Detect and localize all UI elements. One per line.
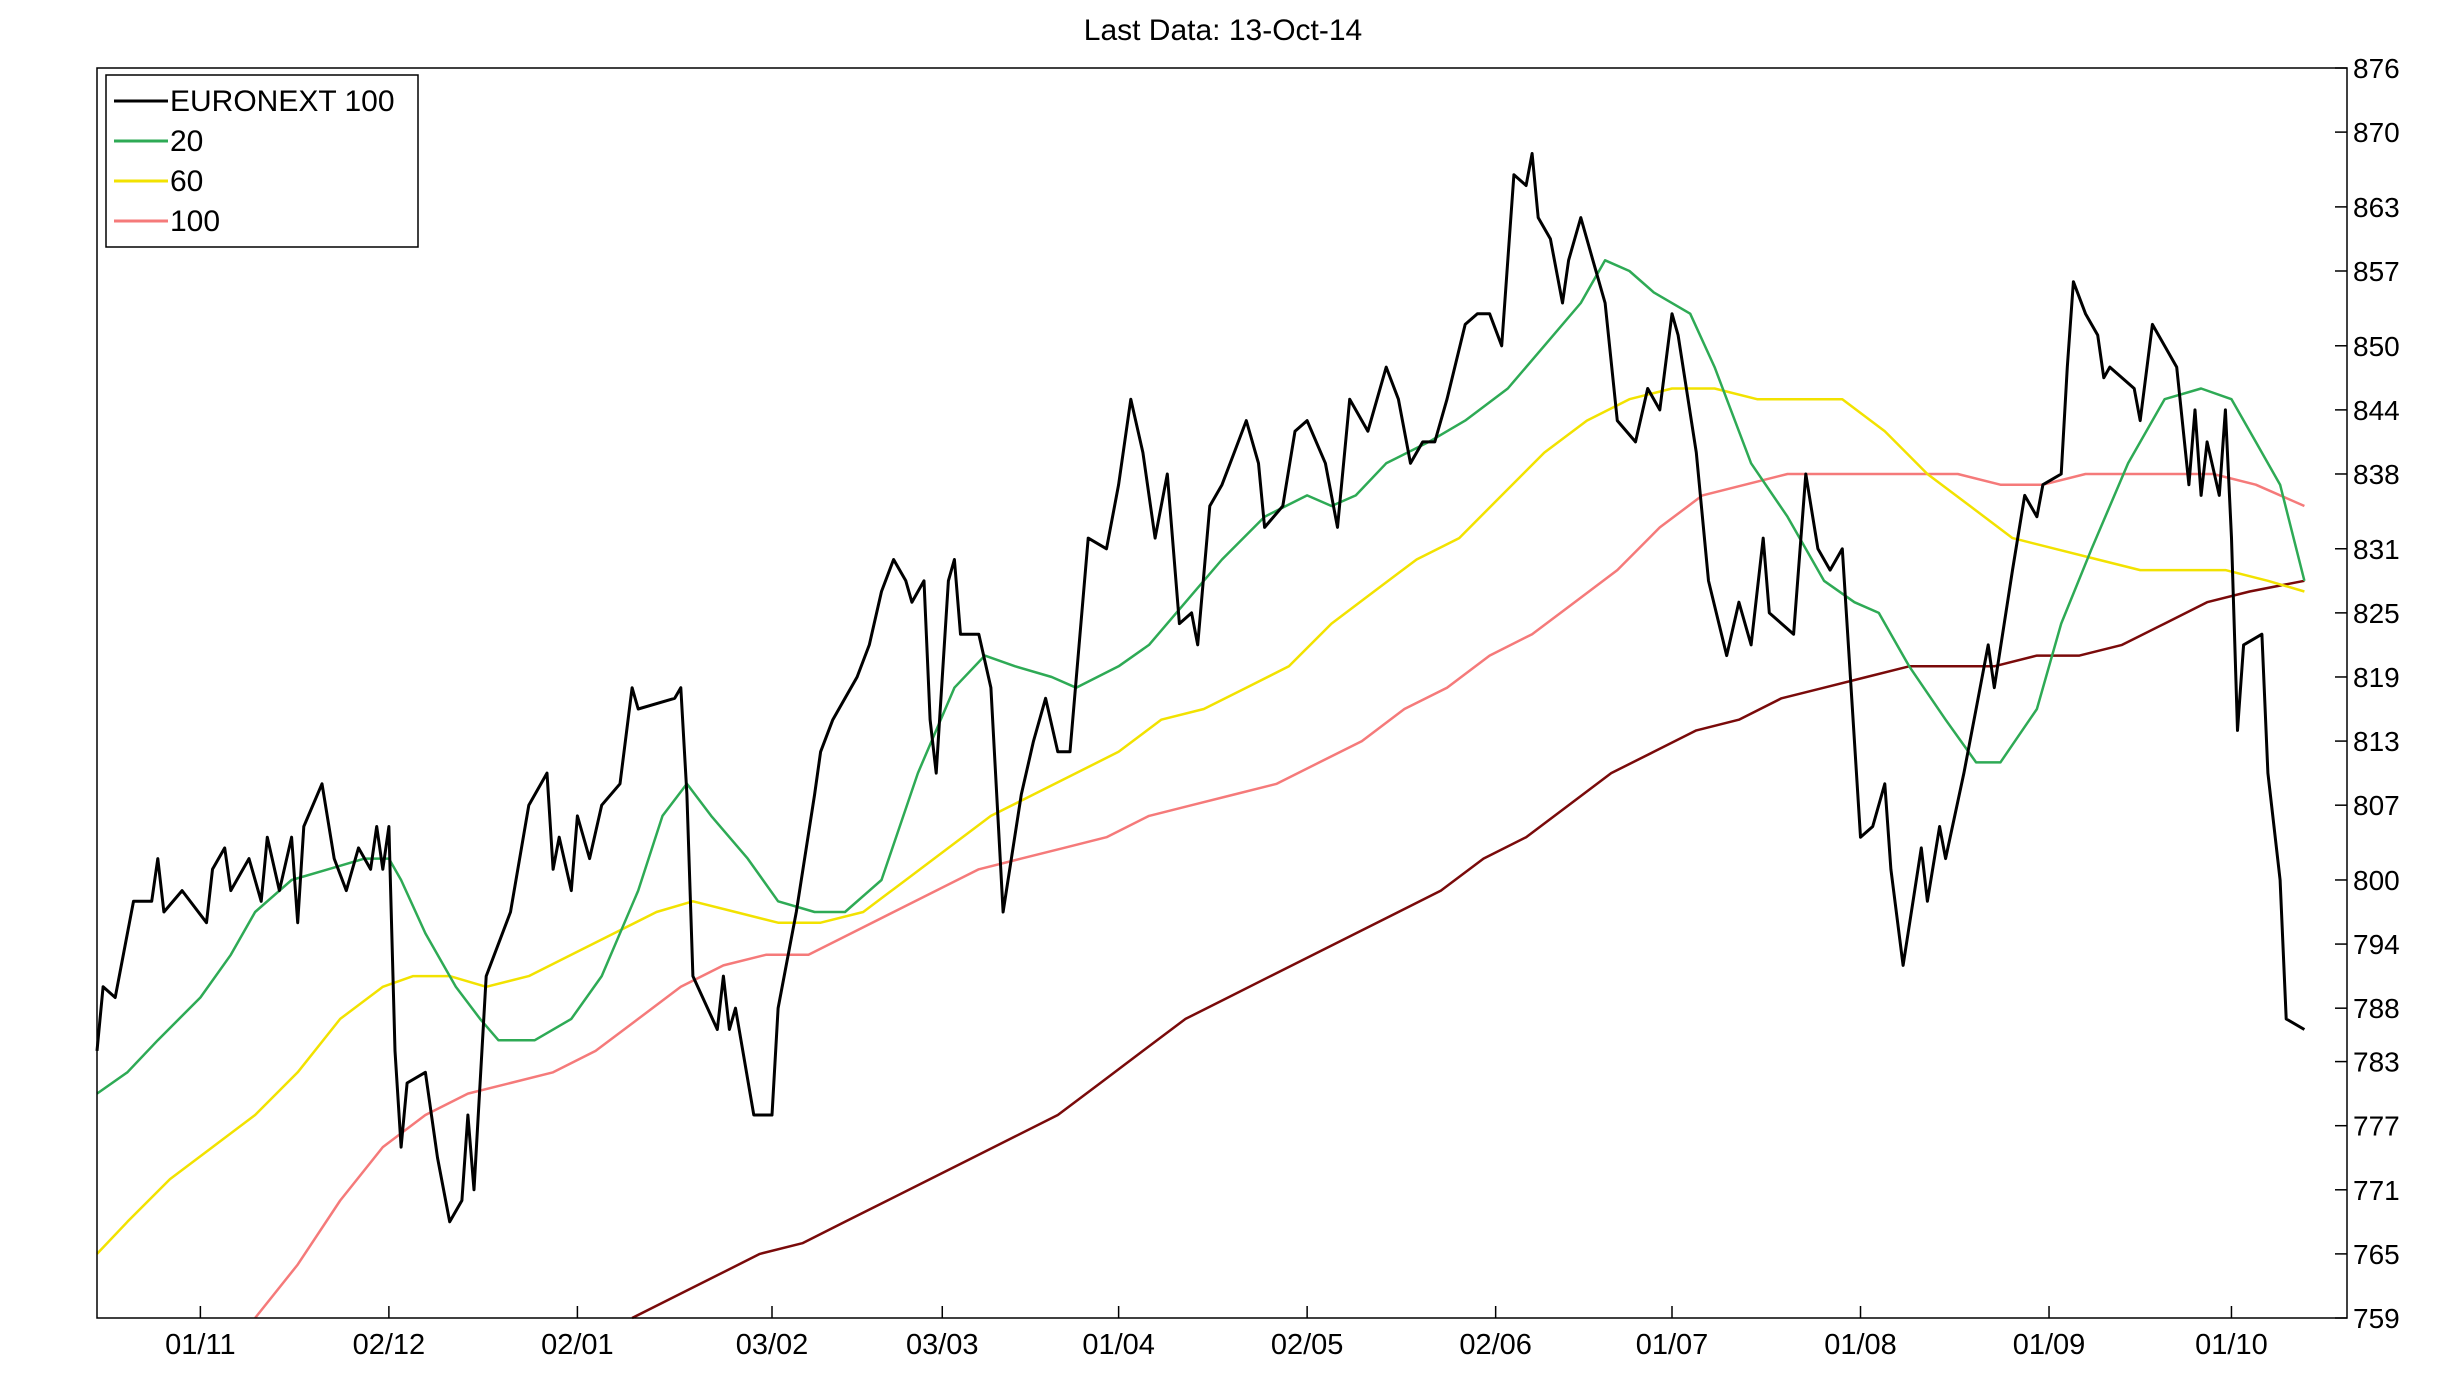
y-tick-label: 844	[2353, 395, 2400, 426]
x-tick-label: 01/11	[165, 1329, 235, 1361]
legend-item: 20	[114, 125, 203, 158]
legend-box	[105, 74, 419, 248]
y-tick-label: 765	[2353, 1239, 2400, 1270]
y-tick-label: 807	[2353, 790, 2400, 821]
y-tick-label: 876	[2353, 53, 2400, 84]
legend: EURONEXT 100 20 60 100	[105, 74, 419, 248]
legend-label: 60	[170, 165, 203, 198]
legend-item: 100	[114, 205, 220, 238]
x-tick-label: 01/08	[1824, 1329, 1897, 1361]
y-tick-label: 838	[2353, 459, 2400, 490]
series-line-long-average	[631, 579, 2305, 1320]
x-tick-label: 02/05	[1271, 1329, 1344, 1361]
y-axis: 759 765 771 777 783 788 794 800 807 813 819 825 831 8…	[2335, 53, 2400, 1334]
y-tick-label: 850	[2353, 331, 2400, 362]
y-tick-label: 759	[2353, 1303, 2400, 1334]
legend-item: EURONEXT 100	[114, 85, 395, 118]
x-axis: 01/11 02/12 02/01 03/02 03/03 01/04 02/05 02/06…	[165, 1306, 2268, 1361]
y-tick-label: 831	[2353, 534, 2400, 565]
x-tick-label: 02/12	[353, 1329, 426, 1361]
series-line-euronext-100	[95, 152, 2306, 1224]
legend-label: EURONEXT 100	[170, 85, 395, 118]
x-tick-label: 02/01	[541, 1329, 614, 1361]
y-tick-label: 870	[2353, 117, 2400, 148]
legend-label: 20	[170, 125, 203, 158]
y-tick-label: 783	[2353, 1047, 2400, 1078]
chart-title: Last Data: 13-Oct-14	[1084, 14, 1362, 47]
y-tick-label: 819	[2353, 662, 2400, 693]
x-tick-label: 02/06	[1459, 1329, 1532, 1361]
plot-frame	[96, 67, 2348, 1319]
series-line-60	[96, 387, 2305, 1255]
y-tick-label: 794	[2353, 929, 2400, 960]
y-tick-label: 771	[2353, 1175, 2400, 1206]
legend-label: 100	[170, 205, 220, 238]
series-line-20	[96, 259, 2306, 1095]
x-tick-label: 01/10	[2195, 1329, 2268, 1361]
y-tick-label: 813	[2353, 726, 2400, 757]
series-line-100	[254, 472, 2305, 1319]
x-tick-label: 01/09	[2013, 1329, 2086, 1361]
y-tick-label: 863	[2353, 192, 2400, 223]
legend-item: 60	[114, 165, 203, 198]
y-tick-label: 857	[2353, 256, 2400, 287]
y-tick-label: 825	[2353, 598, 2400, 629]
x-tick-label: 03/02	[736, 1329, 809, 1361]
x-tick-label: 03/03	[906, 1329, 979, 1361]
x-tick-label: 01/04	[1082, 1329, 1155, 1361]
y-tick-label: 788	[2353, 993, 2400, 1024]
y-tick-label: 777	[2353, 1111, 2400, 1142]
x-tick-label: 01/07	[1636, 1329, 1709, 1361]
y-tick-label: 800	[2353, 865, 2400, 896]
plot-area	[95, 152, 2306, 1320]
